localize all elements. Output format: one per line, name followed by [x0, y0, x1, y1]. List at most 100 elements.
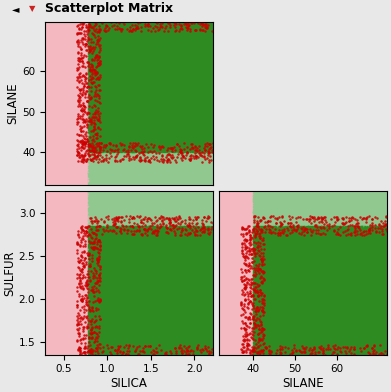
- Point: [247, 320, 253, 326]
- Point: [184, 222, 190, 228]
- Point: [197, 323, 203, 329]
- Point: [312, 349, 318, 355]
- Point: [221, 220, 228, 226]
- Point: [345, 256, 352, 262]
- Point: [165, 174, 171, 180]
- Point: [52, 120, 59, 127]
- Point: [61, 160, 68, 166]
- Point: [366, 227, 372, 233]
- Point: [208, 143, 214, 150]
- Point: [57, 205, 64, 211]
- Point: [369, 238, 375, 244]
- Point: [216, 325, 222, 331]
- Point: [77, 39, 83, 45]
- Point: [208, 242, 215, 249]
- Point: [54, 218, 60, 224]
- Point: [83, 158, 89, 165]
- Point: [291, 236, 297, 242]
- Point: [97, 110, 103, 116]
- Point: [42, 203, 48, 210]
- Point: [187, 230, 193, 236]
- Point: [140, 191, 147, 197]
- Point: [337, 240, 343, 247]
- Point: [127, 116, 133, 122]
- Point: [359, 283, 365, 289]
- Point: [49, 284, 55, 290]
- Point: [96, 172, 102, 178]
- Point: [172, 242, 178, 249]
- Point: [96, 274, 102, 280]
- Point: [372, 206, 378, 212]
- Point: [271, 290, 277, 297]
- Point: [48, 198, 54, 205]
- Point: [66, 103, 72, 110]
- Point: [275, 195, 281, 201]
- Point: [336, 263, 343, 269]
- Point: [198, 310, 204, 317]
- Point: [105, 112, 111, 118]
- Point: [251, 250, 258, 256]
- Point: [63, 278, 69, 285]
- Point: [292, 307, 298, 313]
- Point: [54, 235, 61, 241]
- Point: [198, 32, 204, 38]
- Point: [258, 255, 264, 261]
- Point: [67, 258, 73, 264]
- Point: [114, 348, 120, 354]
- Point: [294, 191, 300, 197]
- Point: [117, 178, 123, 184]
- Point: [113, 227, 119, 234]
- Point: [280, 243, 286, 249]
- Point: [47, 209, 53, 215]
- Point: [111, 228, 117, 234]
- Point: [118, 122, 124, 129]
- Point: [61, 45, 67, 52]
- Point: [181, 142, 187, 149]
- Point: [110, 222, 117, 228]
- Point: [72, 131, 78, 138]
- Point: [320, 323, 326, 329]
- Point: [167, 22, 173, 29]
- Point: [58, 86, 64, 92]
- Point: [203, 133, 209, 139]
- Point: [164, 225, 170, 231]
- Point: [142, 125, 149, 131]
- Point: [339, 299, 346, 305]
- Point: [191, 229, 197, 235]
- Point: [63, 300, 70, 307]
- Point: [95, 325, 101, 331]
- Point: [137, 328, 143, 334]
- Point: [231, 284, 237, 290]
- Point: [230, 237, 236, 243]
- Point: [190, 295, 197, 301]
- Point: [163, 296, 169, 302]
- Point: [116, 137, 122, 143]
- Point: [108, 344, 115, 350]
- Point: [287, 330, 294, 336]
- Point: [151, 313, 157, 319]
- Point: [122, 169, 128, 176]
- Point: [199, 217, 205, 223]
- Point: [47, 153, 53, 159]
- Point: [54, 293, 60, 299]
- Point: [151, 36, 157, 42]
- Point: [244, 331, 250, 338]
- Point: [177, 315, 183, 321]
- Point: [296, 278, 302, 285]
- Point: [150, 211, 156, 217]
- Point: [185, 40, 191, 46]
- Point: [354, 318, 361, 324]
- Point: [353, 326, 359, 332]
- Point: [94, 347, 100, 353]
- Point: [105, 252, 111, 258]
- Point: [125, 75, 131, 82]
- Point: [283, 235, 289, 241]
- Point: [131, 156, 137, 162]
- Point: [179, 170, 186, 176]
- Point: [102, 295, 108, 301]
- Point: [82, 21, 88, 27]
- Point: [74, 313, 80, 319]
- Point: [52, 338, 59, 344]
- Point: [117, 347, 123, 353]
- Point: [330, 220, 336, 226]
